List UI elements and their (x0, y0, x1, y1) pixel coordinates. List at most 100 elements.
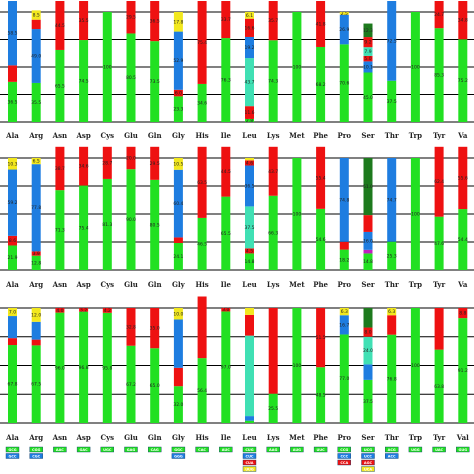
bar-segment-arg-0 (31, 345, 41, 423)
data-label: 25.3 (387, 253, 397, 259)
data-label: 100 (293, 212, 302, 218)
data-label: 43.7 (244, 80, 254, 86)
bar-segment-phe-1 (316, 0, 326, 47)
data-label: 44.5 (55, 23, 65, 29)
bar-segment-arg-2 (31, 19, 41, 30)
tick-label-asp: Asp (75, 131, 90, 140)
codon-chip (313, 446, 328, 453)
bar-segment-his-0 (197, 83, 207, 122)
tick-label-gly: Gly (172, 280, 186, 289)
data-label: 35.0 (150, 326, 160, 332)
tick-label-trp: Trp (409, 433, 422, 442)
codon-chip (171, 453, 186, 459)
bar-segment-thr-1 (387, 315, 397, 335)
tick-label-met: Met (289, 280, 305, 289)
bar-segment-ala-3 (8, 158, 17, 170)
data-label: 73.5 (150, 79, 160, 85)
tick-label-tyr: Tyr (433, 433, 446, 442)
bar-segment-ser-2 (363, 55, 373, 62)
tick-label-ile: Ile (221, 280, 232, 289)
codon-chip (5, 446, 20, 453)
data-label: 67.2 (126, 382, 136, 388)
codon-label: UGG (411, 448, 420, 452)
data-label: 77.8 (31, 205, 41, 211)
bar-segment-arg-1 (31, 29, 41, 83)
data-label: 8.5 (33, 13, 40, 19)
data-label: 2.5 (341, 11, 348, 17)
bar-segment-lys-0 (268, 40, 278, 122)
tick-label-arg: Arg (28, 131, 43, 140)
bar-segment-val-0 (458, 39, 468, 122)
data-label: 51.0 (363, 184, 373, 190)
bar-segment-gln-0 (150, 348, 160, 423)
bar-segment-cys-1 (102, 146, 112, 179)
bar-segment-ala-0 (8, 245, 17, 270)
data-label: 28.7 (102, 160, 112, 166)
bar-segment-thr-1 (387, 158, 397, 242)
bar-segment-cys-0 (102, 12, 112, 122)
bar-segment-glu-0 (126, 33, 136, 123)
bar-segment-leu-0 (245, 253, 254, 270)
codon-chip (76, 446, 91, 453)
data-label: 48.5 (316, 393, 326, 399)
bar-segment-asn-1 (55, 146, 65, 191)
bar-segment-trp-0 (410, 308, 420, 423)
data-label: 16.7 (339, 322, 349, 328)
bar-segment-lys-0 (268, 195, 278, 270)
data-label: 36.5 (244, 183, 254, 189)
codon-label: ACG (388, 448, 396, 452)
codon-chip (124, 446, 138, 453)
bar-segment-arg-3 (31, 308, 41, 322)
bar-segment-ser-4 (363, 308, 373, 328)
codon-label: GCC (8, 454, 16, 458)
data-label: 7.9 (364, 49, 371, 55)
codon-chip (337, 453, 351, 459)
bar-segment-leu-1 (245, 416, 254, 421)
tick-label-ala: Ala (5, 131, 19, 140)
data-label: 100 (411, 212, 420, 218)
bar-segment-glu-1 (126, 0, 136, 34)
data-label: 54.4 (458, 237, 468, 243)
bar-segment-asn-1 (55, 308, 65, 313)
data-label: 24.7 (434, 12, 444, 18)
bar-segment-leu-1 (245, 106, 254, 119)
data-label: 26.9 (339, 27, 349, 33)
bar-segment-ser-1 (363, 249, 373, 254)
codon-label: CCG (340, 448, 348, 452)
data-label: 74.3 (268, 79, 278, 85)
data-label: 3.2 (80, 307, 87, 313)
bar-segment-gly-3 (173, 158, 183, 170)
tick-label-tyr: Tyr (433, 131, 446, 140)
codon-label: CCA (340, 461, 348, 465)
bar-segment-leu-2 (245, 58, 254, 107)
tick-label-ala: Ala (5, 280, 19, 289)
data-label: 12.3 (363, 28, 373, 34)
bar-segment-leu-3 (245, 165, 254, 207)
tick-label-pro: Pro (337, 131, 351, 140)
bar-segment-pro-2 (339, 308, 349, 316)
codon-label: CUC (246, 454, 254, 458)
data-label: 10.0 (173, 311, 183, 317)
tick-label-arg: Arg (28, 280, 43, 289)
tick-label-gly: Gly (172, 433, 186, 442)
data-label: 74.8 (339, 197, 349, 203)
data-label: 80.5 (150, 222, 160, 228)
bar-segment-gln-1 (150, 0, 160, 42)
bar-segment-asn-0 (55, 312, 65, 423)
bar-segment-his-1 (197, 146, 207, 218)
tick-label-cys: Cys (101, 280, 115, 289)
data-label: 75.4 (79, 225, 89, 231)
bar-segment-asp-0 (79, 185, 89, 270)
codon-label: GUG (459, 448, 468, 452)
bar-segment-glu-1 (126, 308, 136, 346)
codon-chip (408, 446, 423, 453)
codon-chip (361, 453, 375, 459)
codon-label: UCG (364, 448, 372, 452)
tick-label-asn: Asn (52, 280, 67, 289)
codon-chip (385, 453, 399, 459)
bar-segment-ala-0 (8, 345, 17, 423)
data-label: 55.4 (316, 175, 326, 181)
tick-label-leu: Leu (242, 131, 256, 140)
bar-segment-tyr-0 (434, 216, 444, 270)
